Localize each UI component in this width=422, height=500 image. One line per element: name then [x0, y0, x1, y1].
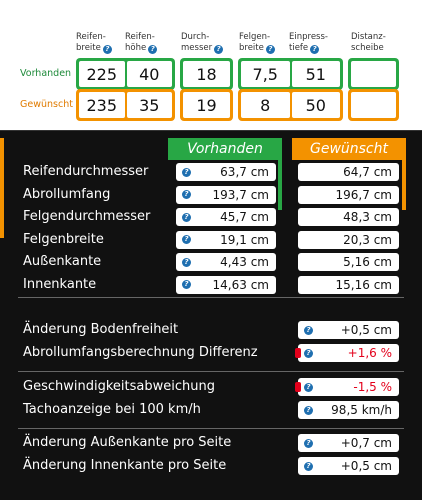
warning-marker-icon [295, 382, 301, 392]
change-value: ? +0,7 cm [298, 434, 399, 452]
durchmesser-desired-input[interactable]: 19 [183, 92, 230, 118]
info-icon[interactable]: ? [182, 212, 191, 222]
header-reifenbreite: Reifen- breite? [76, 32, 112, 54]
info-icon[interactable]: ? [310, 45, 320, 54]
result-value-gewuenscht: 20,3 cm [298, 230, 399, 249]
tire-size-group-current: 225 40 [76, 58, 175, 90]
tire-size-group-desired: 235 35 [76, 89, 175, 121]
einpresstiefe-current-input[interactable]: 51 [291, 61, 340, 87]
row-label-vorhanden: Vorhanden [20, 68, 72, 79]
info-icon[interactable]: ? [182, 235, 191, 244]
reifenhoehe-desired-input[interactable]: 35 [126, 92, 172, 118]
header-distanzscheibe: Distanz- scheibe [351, 32, 386, 53]
column-header-vorhanden: Vorhanden [168, 138, 282, 160]
warning-marker-icon [295, 348, 301, 358]
info-icon[interactable]: ? [304, 382, 313, 392]
info-icon[interactable]: ? [304, 405, 313, 415]
info-icon[interactable]: ? [304, 461, 313, 471]
result-value-gewuenscht: 48,3 cm [298, 208, 399, 226]
divider [18, 297, 404, 298]
rim-group-desired: 8 50 [238, 89, 343, 121]
result-label: Felgendurchmesser [23, 209, 151, 224]
info-icon[interactable]: ? [148, 45, 158, 54]
tire-input-section: Reifen- breite? Reifen- höhe? Durch- mes… [0, 0, 422, 127]
result-value-gewuenscht: 15,16 cm [298, 275, 399, 294]
change-label: Änderung Außenkante pro Seite [23, 435, 232, 450]
change-value: ? +0,5 cm [298, 457, 399, 475]
info-icon[interactable]: ? [304, 438, 313, 448]
info-icon[interactable]: ? [182, 167, 191, 177]
result-value-gewuenscht: 5,16 cm [298, 253, 399, 271]
header-einpresstiefe: Einpress- tiefe? [289, 32, 328, 54]
change-value: ? +0,5 cm [298, 321, 399, 339]
results-panel: Vorhanden Gewünscht Reifendurchmesser ? 63… [0, 130, 422, 500]
header-reifenhoehe: Reifen- höhe? [125, 32, 158, 54]
reifenbreite-desired-input[interactable]: 235 [79, 92, 125, 118]
durchmesser-current-input[interactable]: 18 [183, 61, 230, 87]
change-label: Geschwindigkeitsabweichung [23, 379, 215, 394]
row-label-gewuenscht: Gewünscht [20, 99, 73, 110]
change-value: ? +1,6 % [295, 344, 399, 362]
distanzscheibe-desired-input[interactable] [351, 92, 396, 118]
result-label: Außenkante [23, 254, 102, 269]
rim-group-current: 7,5 51 [238, 58, 343, 90]
spacer-group-current [348, 58, 399, 90]
header-durchmesser: Durch- messer? [181, 32, 224, 54]
info-icon[interactable]: ? [265, 45, 275, 54]
divider [18, 428, 404, 429]
result-label: Innenkante [23, 276, 97, 292]
change-value: ? 98,5 km/h [298, 401, 399, 419]
info-icon[interactable]: ? [102, 45, 112, 54]
result-value-vorhanden: ? 4,43 cm [176, 253, 276, 271]
info-icon[interactable]: ? [304, 325, 313, 335]
reifenbreite-current-input[interactable]: 225 [79, 61, 125, 87]
distanzscheibe-current-input[interactable] [351, 61, 396, 87]
change-value: ? -1,5 % [295, 378, 399, 396]
result-value-vorhanden: ? 19,1 cm [176, 230, 276, 249]
einpresstiefe-desired-input[interactable]: 50 [291, 92, 340, 118]
header-felgenbreite: Felgen- breite? [239, 32, 275, 54]
result-label: Reifendurchmesser [23, 164, 149, 179]
info-icon[interactable]: ? [214, 45, 224, 54]
change-label: Änderung Innenkante pro Seite [23, 458, 227, 473]
felgenbreite-desired-input[interactable]: 8 [241, 92, 290, 118]
result-value-gewuenscht: 64,7 cm [298, 163, 399, 181]
info-icon[interactable]: ? [182, 190, 191, 199]
change-label: Tachoanzeige bei 100 km/h [23, 402, 201, 417]
change-label: Abrollumfangsberechnung Differenz [23, 345, 258, 360]
result-value-vorhanden: ? 14,63 cm [176, 275, 276, 294]
accent-strip [0, 138, 4, 238]
result-value-gewuenscht: 196,7 cm [298, 185, 399, 204]
change-label: Änderung Bodenfreiheit [23, 322, 179, 337]
felgenbreite-current-input[interactable]: 7,5 [241, 61, 290, 87]
column-header-gewuenscht: Gewünscht [292, 138, 406, 160]
result-value-vorhanden: ? 63,7 cm [176, 163, 276, 181]
info-icon[interactable]: ? [182, 257, 191, 267]
accent-strip [278, 138, 282, 210]
result-label: Felgenbreite [23, 231, 104, 247]
result-value-vorhanden: ? 45,7 cm [176, 208, 276, 226]
result-value-vorhanden: ? 193,7 cm [176, 185, 276, 204]
divider [18, 371, 404, 372]
info-icon[interactable]: ? [182, 280, 191, 289]
accent-strip [402, 138, 406, 210]
diameter-group-current: 18 [180, 58, 233, 90]
info-icon[interactable]: ? [304, 348, 313, 358]
result-label: Abrollumfang [23, 186, 111, 202]
reifenhoehe-current-input[interactable]: 40 [126, 61, 172, 87]
spacer-group-desired [348, 89, 399, 121]
diameter-group-desired: 19 [180, 89, 233, 121]
